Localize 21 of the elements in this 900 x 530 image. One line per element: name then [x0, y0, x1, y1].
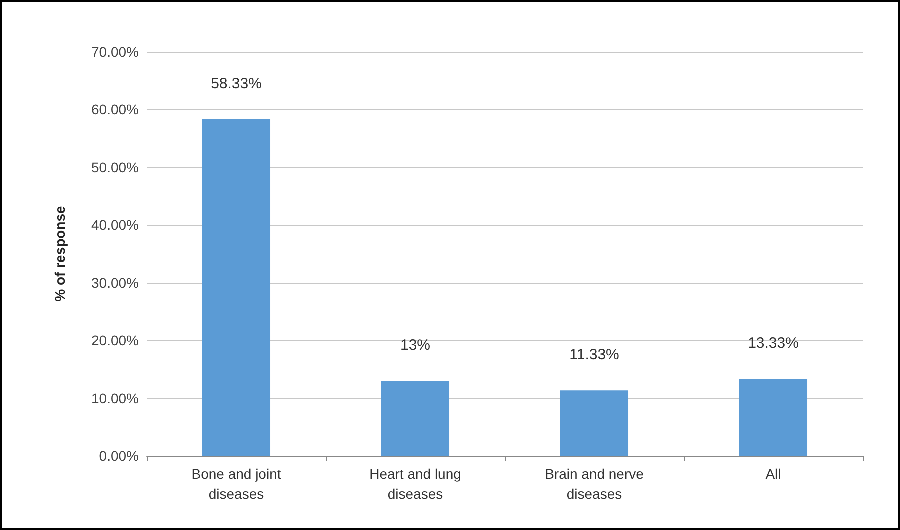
y-tick-label: 60.00%	[92, 102, 139, 118]
x-tick-label: Bone and joint diseases	[192, 466, 282, 502]
y-tick-label: 70.00%	[92, 44, 139, 60]
bar	[381, 380, 450, 456]
x-tick-label: Heart and lung diseases	[370, 466, 462, 502]
y-tick-label: 10.00%	[92, 390, 139, 406]
data-label: 13.33%	[748, 335, 799, 352]
y-tick-label: 40.00%	[92, 217, 139, 234]
data-label: 58.33%	[211, 75, 262, 92]
bar	[739, 379, 808, 456]
bar	[560, 390, 629, 456]
bar	[202, 119, 271, 456]
y-tick-label: 30.00%	[92, 274, 139, 291]
y-tick-label: 0.00%	[99, 448, 139, 464]
y-axis-title: % of response	[52, 206, 68, 302]
data-label: 11.33%	[570, 346, 620, 364]
y-tick-label: 50.00%	[92, 159, 139, 176]
x-tick-label: Brain and nerve diseases	[545, 466, 644, 502]
data-label: 13%	[400, 336, 431, 354]
x-tick-label: All	[766, 466, 782, 482]
y-tick-label: 20.00%	[92, 332, 139, 349]
